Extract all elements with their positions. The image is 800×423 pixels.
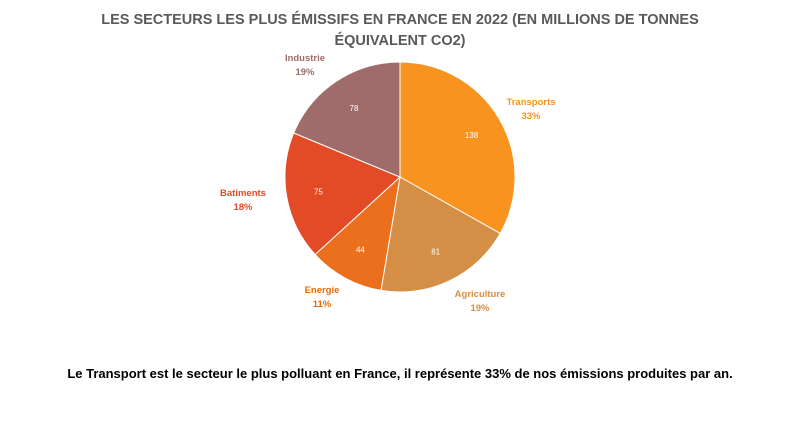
slice-label-transports: Transports 33% <box>506 97 555 122</box>
chart-title-line-1: LES SECTEURS LES PLUS ÉMISSIFS EN FRANCE… <box>101 12 699 28</box>
slice-value-batiments: 75 <box>314 187 323 196</box>
slice-label-batiments: Batiments 18% <box>220 188 266 213</box>
slice-value-energie: 44 <box>356 246 365 255</box>
slice-value-agriculture: 81 <box>431 248 440 257</box>
pie-slice-energie <box>314 175 401 291</box>
slice-label-industrie: Industrie 19% <box>285 53 325 78</box>
slice-value-industrie: 78 <box>350 104 359 113</box>
chart-caption: Le Transport est le secteur le plus poll… <box>67 366 733 381</box>
chart-title: LES SECTEURS LES PLUS ÉMISSIFS EN FRANCE… <box>0 10 800 52</box>
pie-slice-transports <box>399 61 516 235</box>
chart-title-line-2: ÉQUIVALENT CO2) <box>334 33 466 49</box>
pie-slice-agriculture <box>380 176 501 293</box>
slice-label-agriculture: Agriculture 19% <box>455 289 506 314</box>
pie-slice-industrie <box>293 61 401 178</box>
slice-label-energie: Energie 11% <box>305 285 340 310</box>
slice-value-transports: 138 <box>465 131 479 140</box>
pie-slice-batiments <box>284 132 401 256</box>
